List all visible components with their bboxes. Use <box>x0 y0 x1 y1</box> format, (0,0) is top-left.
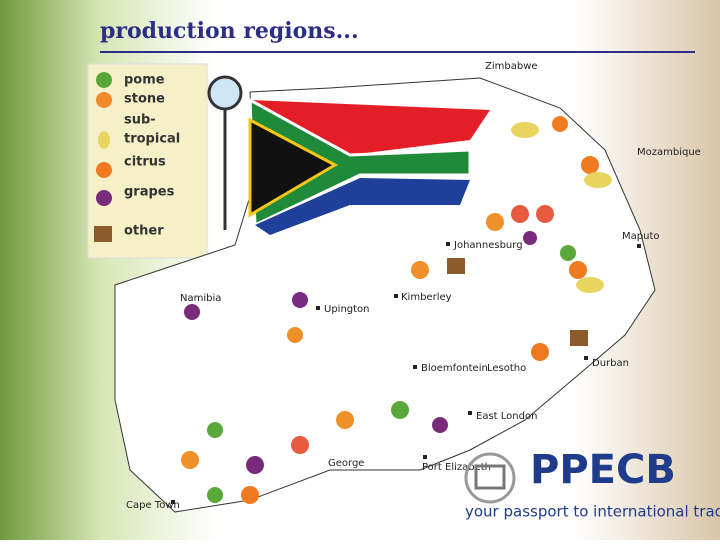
place-label: Zimbabwe <box>485 61 538 72</box>
place-label: Johannesburg <box>453 240 523 251</box>
legend-label: pome <box>124 73 165 88</box>
place-label: Kimberley <box>401 292 452 303</box>
produce-icons <box>181 116 612 504</box>
place-label: Bloemfontein <box>421 363 488 374</box>
legend-label: citrus <box>124 155 166 170</box>
place-label: Maputo <box>622 231 659 242</box>
place-label: Upington <box>324 304 370 315</box>
place-label: Lesotho <box>487 363 526 374</box>
legend-label: stone <box>124 92 165 107</box>
legend-label: tropical <box>124 132 180 147</box>
place-label: East London <box>476 411 537 422</box>
flag <box>207 75 490 235</box>
legend-label: grapes <box>124 185 175 200</box>
logo-emblem <box>464 452 516 504</box>
logo-tagline: your passport to international trade <box>465 503 720 521</box>
legend: pome stone sub-tropical citrus grapes other <box>124 73 180 239</box>
place-markers <box>171 242 641 504</box>
legend-label: sub- <box>124 113 156 128</box>
place-label: Port Elizabeth <box>422 462 491 473</box>
place-label: Namibia <box>180 293 221 304</box>
title: production regions... <box>100 18 359 44</box>
place-label: Cape Town <box>126 500 180 511</box>
legend-label: other <box>124 224 164 239</box>
legend-icons <box>94 72 112 242</box>
logo-name: PPECB <box>530 447 676 493</box>
place-label: Mozambique <box>637 147 701 158</box>
place-label: George <box>328 458 364 469</box>
place-label: Durban <box>592 358 629 369</box>
